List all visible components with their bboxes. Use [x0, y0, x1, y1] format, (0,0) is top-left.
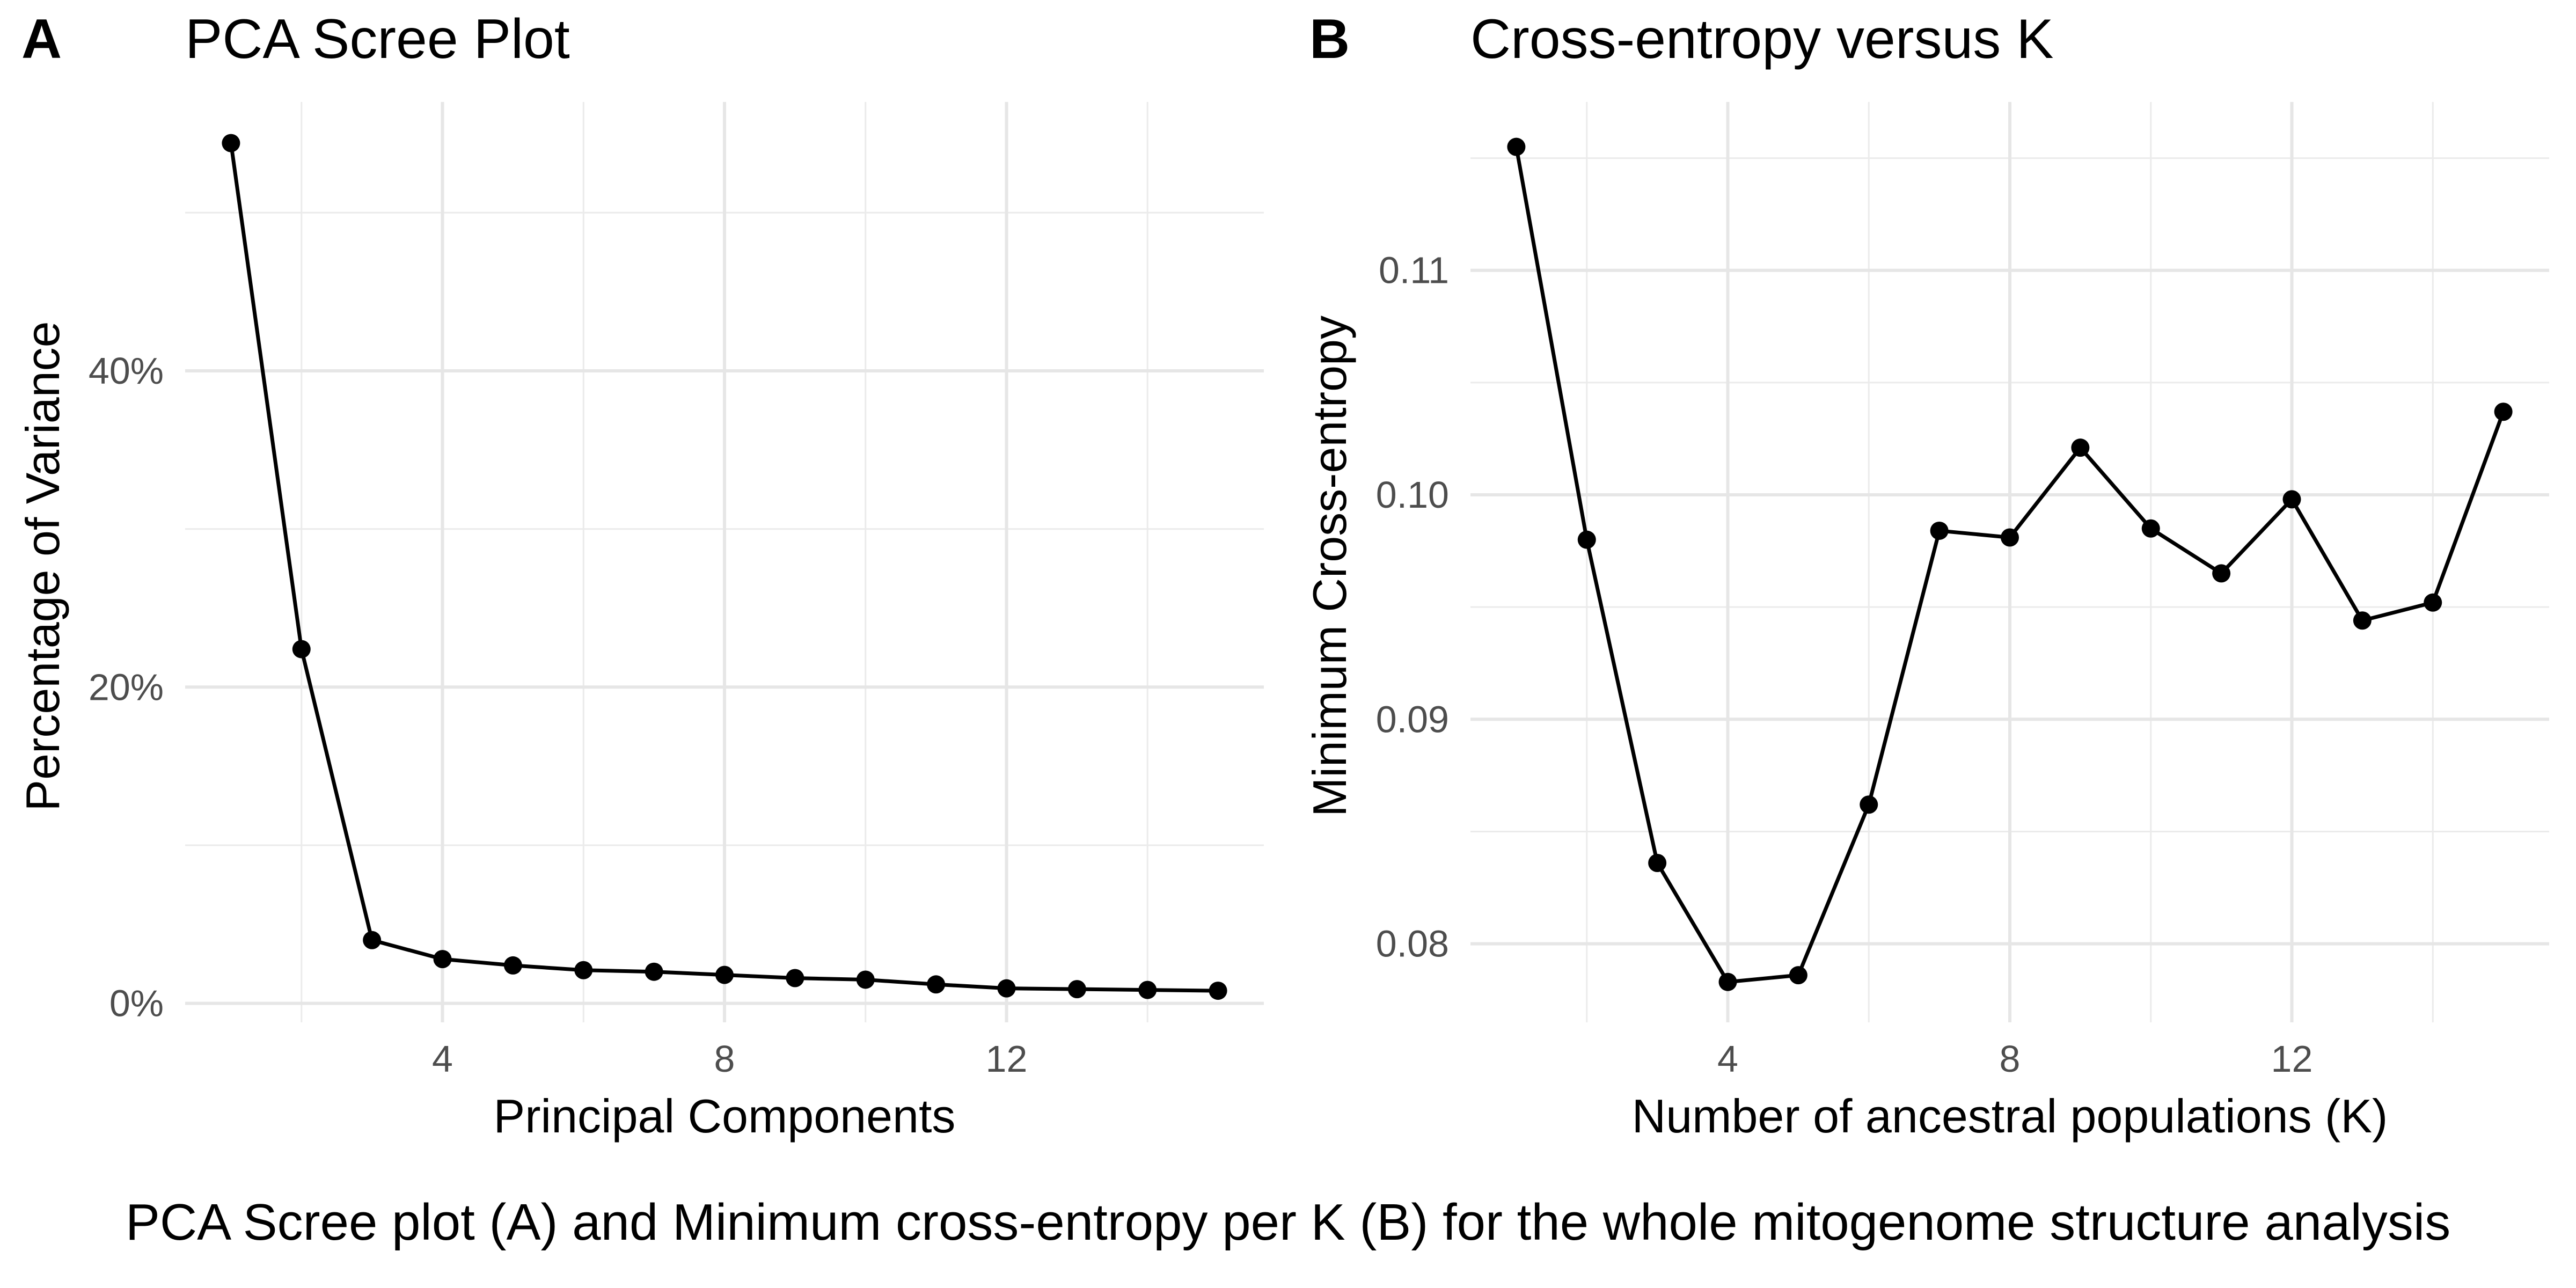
panel-b-label: B — [1309, 8, 1350, 70]
panel-a-x-tick-label: 4 — [432, 1038, 453, 1080]
panel-a-data-point — [503, 956, 522, 975]
panel-a-x-tick-label: 8 — [714, 1038, 735, 1080]
panel-a-data-point — [645, 962, 663, 981]
panel-b-y-tick-label: 0.11 — [1379, 250, 1449, 291]
panel-b-x-tick-label: 12 — [2271, 1038, 2313, 1080]
panel-a-y-tick-label: 40% — [89, 350, 164, 392]
panel-a-major-gridlines — [185, 102, 1264, 1022]
panel-b-y-tick-label: 0.10 — [1376, 474, 1449, 516]
figure-caption: PCA Scree plot (A) and Minimum cross-ent… — [126, 1194, 2450, 1251]
panel-b-y-axis-label: Minimum Cross-entropy — [1303, 316, 1356, 817]
panel-a-data-point — [927, 975, 946, 994]
panel-b-y-tick-label: 0.08 — [1376, 923, 1449, 965]
panel-b-data-point — [2282, 490, 2301, 509]
panel-a-y-axis-label: Percentage of Variance — [16, 321, 69, 811]
panel-a-data-point — [222, 134, 240, 152]
panel-b-y-tick-label: 0.09 — [1376, 698, 1449, 740]
panel-b-data-point — [1930, 521, 1949, 540]
panel-b-data-point — [2001, 528, 2019, 547]
panel-b-data-point — [2212, 564, 2231, 583]
panel-b-series — [1507, 137, 2513, 991]
panel-a-tick-labels: 4 8 12 0% 20% 40% — [89, 350, 1028, 1080]
panel-a-series — [222, 134, 1227, 1000]
panel-a-data-point — [715, 965, 734, 984]
panel-a-x-axis-label: Principal Components — [494, 1089, 956, 1143]
panel-a: A PCA Scree Plot Principal Components Pe… — [16, 8, 1264, 1143]
panel-b-x-tick-label: 4 — [1717, 1038, 1738, 1080]
panel-b-data-point — [1860, 795, 1878, 814]
panel-b-data-point — [1789, 966, 1807, 985]
panel-b-data-point — [2494, 402, 2513, 421]
panel-a-data-point — [1209, 982, 1227, 1000]
panel-a-y-tick-label: 20% — [89, 666, 164, 708]
panel-b-data-point — [2353, 611, 2372, 630]
panel-b-data-point — [2141, 519, 2160, 538]
panel-b-data-point — [2424, 593, 2442, 612]
panel-b-data-point — [1507, 137, 1526, 156]
panel-a-title: PCA Scree Plot — [185, 8, 570, 70]
panel-a-data-point — [433, 950, 452, 969]
panel-a-data-point — [363, 931, 382, 949]
panel-b-x-tick-label: 8 — [2000, 1038, 2021, 1080]
panel-b-data-point — [2071, 438, 2090, 457]
panel-a-data-point — [1138, 980, 1157, 999]
panel-b-x-axis-label: Number of ancestral populations (K) — [1632, 1089, 2388, 1143]
panel-b-title: Cross-entropy versus K — [1470, 8, 2054, 70]
panel-a-data-point — [997, 979, 1016, 998]
panel-a-data-point — [786, 969, 804, 987]
panel-a-x-tick-label: 12 — [986, 1038, 1028, 1080]
panel-a-data-point — [292, 640, 311, 658]
panel-b: B Cross-entropy versus K Number of ances… — [1303, 8, 2549, 1143]
panel-b-data-point — [1648, 854, 1667, 873]
panel-b-data-point — [1577, 530, 1596, 549]
panel-b-tick-labels: 4 8 12 0.08 0.09 0.10 0.11 — [1376, 250, 2313, 1080]
panel-b-data-point — [1718, 972, 1737, 991]
panel-a-data-point — [1067, 980, 1086, 999]
panel-a-label: A — [21, 8, 62, 70]
panel-a-data-point — [856, 970, 875, 989]
panel-b-major-gridlines — [1470, 102, 2549, 1022]
panel-a-data-point — [574, 961, 593, 979]
panel-a-y-tick-label: 0% — [109, 983, 164, 1024]
